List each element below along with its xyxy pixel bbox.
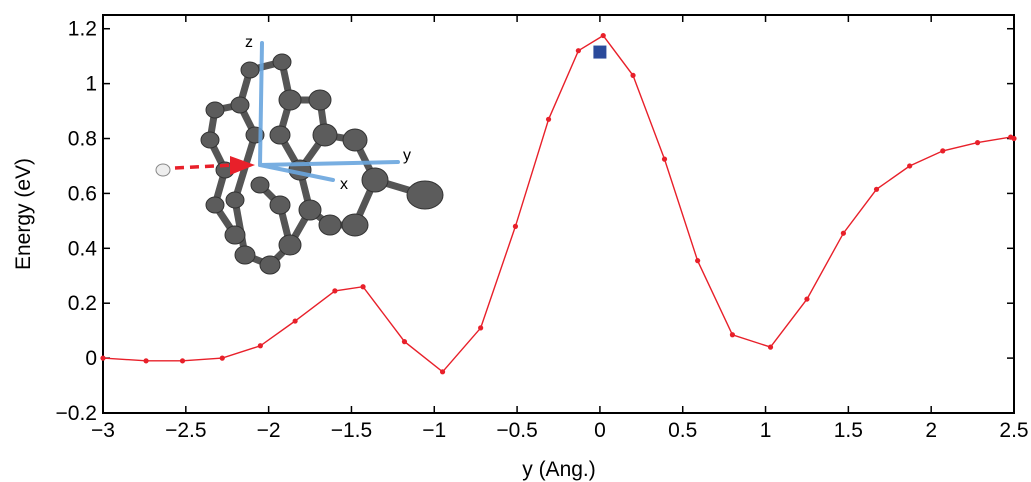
data-point: [907, 163, 913, 169]
hydrogen-atom: [155, 163, 171, 177]
data-point: [401, 339, 408, 345]
y-tick-label: 0.2: [68, 292, 97, 315]
data-point: [575, 48, 581, 54]
y-tick-label: 1.2: [68, 18, 97, 41]
inset-z-axis: [258, 41, 264, 167]
data-point: [332, 288, 338, 294]
x-tick-label: 0.5: [668, 419, 697, 442]
plot-frame: [102, 14, 1015, 414]
inset-y-axis: [258, 160, 400, 167]
data-point: [292, 318, 298, 324]
data-point: [219, 355, 225, 361]
y-axis-label: Energy (eV): [12, 158, 35, 270]
x-tick-label: −2.5: [165, 419, 206, 442]
series-line: [102, 34, 1015, 373]
data-point: [143, 358, 149, 364]
inset-z-label: z: [245, 34, 253, 51]
x-tick-label: −1.5: [331, 419, 372, 442]
y-tick-label: 0.6: [68, 182, 97, 205]
x-tick-label: −0.5: [496, 419, 537, 442]
y-tick-label: 0.4: [68, 237, 98, 260]
data-point: [360, 284, 366, 290]
data-point: [940, 148, 946, 154]
y-tick-label: 0: [85, 347, 97, 370]
y-axis: −0.2 0 0.2 0.4 0.6 0.8 1 1.2: [56, 18, 1014, 425]
inset-x-label: x: [340, 176, 348, 193]
data-point: [661, 156, 668, 162]
inset-axes: [258, 41, 400, 182]
square-marker: [593, 45, 607, 59]
approach-arrow-head: [230, 156, 255, 175]
x-tick-label: 1: [760, 419, 772, 442]
data-point: [873, 186, 880, 192]
data-point: [100, 355, 106, 361]
x-axis-label: y (Ang.): [522, 458, 596, 481]
x-tick-label: 0: [594, 419, 606, 442]
x-tick-label: 1.5: [834, 419, 863, 442]
data-point: [545, 116, 552, 122]
x-axis: −3 −2.5 −2 −1.5 −1 −0.5 0 0.5 1 1.5 2 2.5: [91, 15, 1029, 442]
molecule-atoms: [200, 53, 444, 275]
data-point: [729, 332, 736, 338]
data-point: [630, 72, 636, 78]
inset-y-label: y: [403, 147, 411, 164]
data-point: [804, 296, 810, 302]
data-point: [1011, 135, 1017, 142]
approach-arrow: [174, 163, 235, 170]
data-point: [840, 230, 846, 236]
data-point: [600, 32, 606, 39]
molecule-inset: z y x: [155, 34, 444, 275]
data-point: [695, 258, 701, 264]
series-group: [100, 32, 1017, 375]
x-tick-label: −3: [91, 419, 115, 442]
data-point: [179, 358, 186, 364]
x-tick-label: −2: [257, 419, 281, 442]
data-point: [257, 343, 263, 349]
x-tick-label: −1: [422, 419, 446, 442]
x-tick-label: 2.5: [999, 419, 1028, 442]
inset-x-axis: [258, 163, 335, 182]
data-point: [478, 325, 484, 331]
data-point: [439, 369, 446, 375]
data-point: [974, 140, 981, 146]
y-tick-label: −0.2: [56, 402, 97, 425]
x-tick-label: 2: [925, 419, 937, 442]
data-point: [767, 344, 774, 350]
y-tick-label: 1: [85, 73, 97, 96]
y-tick-label: 0.8: [68, 128, 97, 151]
data-point: [512, 223, 519, 229]
